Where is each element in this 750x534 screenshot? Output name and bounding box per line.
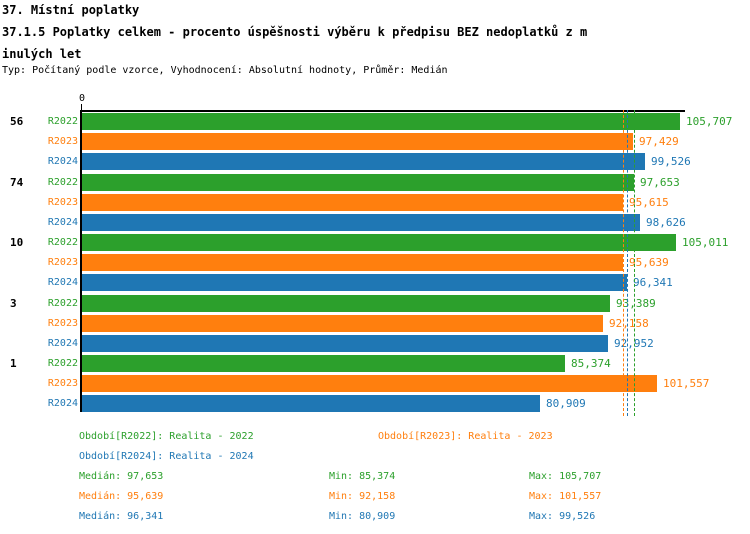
- bar-r2022: [82, 174, 634, 191]
- median-line-r2023: [623, 110, 624, 416]
- stat-median-r2022: Medián: 97,653: [79, 471, 164, 482]
- bar-value-label: 97,429: [639, 135, 679, 148]
- bar-r2024: [82, 274, 627, 291]
- chart-title-line2: inulých let: [2, 47, 82, 61]
- x-axis-zero-label: 0: [78, 93, 86, 104]
- stat-max-r2023: Max: 101,557: [529, 491, 602, 502]
- bar-year-label: R2023: [47, 378, 78, 389]
- bar-year-label: R2022: [47, 116, 78, 127]
- bar-value-label: 80,909: [546, 397, 586, 410]
- bar-value-label: 101,557: [663, 377, 710, 390]
- bar-year-label: R2022: [47, 177, 78, 188]
- bar-value-label: 85,374: [571, 357, 611, 370]
- chart-title-line1: 37.1.5 Poplatky celkem - procento úspěšn…: [2, 25, 588, 39]
- group-label: 10: [10, 236, 24, 249]
- median-line-r2024: [627, 110, 628, 416]
- bar-year-label: R2022: [47, 358, 78, 369]
- bar-r2023: [82, 375, 657, 392]
- group-label: 1: [10, 357, 17, 370]
- bar-r2022: [82, 295, 610, 312]
- plot-top-border: [80, 110, 685, 112]
- group-label: 74: [10, 176, 24, 189]
- bar-year-label: R2023: [47, 136, 78, 147]
- stat-max-r2024: Max: 99,526: [529, 511, 596, 522]
- stat-min-r2022: Min: 85,374: [329, 471, 396, 482]
- x-axis-tick: [81, 104, 82, 110]
- bar-r2022: [82, 234, 676, 251]
- stat-max-r2022: Max: 105,707: [529, 471, 602, 482]
- bar-value-label: 92,158: [609, 317, 649, 330]
- bar-r2022: [82, 355, 565, 372]
- stat-min-r2023: Min: 92,158: [329, 491, 396, 502]
- bar-value-label: 95,639: [629, 256, 669, 269]
- bar-r2024: [82, 153, 645, 170]
- page-title: 37. Místní poplatky: [2, 3, 140, 17]
- bar-r2024: [82, 395, 540, 412]
- stat-median-r2023: Medián: 95,639: [79, 491, 164, 502]
- bar-value-label: 105,707: [686, 115, 733, 128]
- bar-r2023: [82, 254, 623, 271]
- bar-year-label: R2022: [47, 298, 78, 309]
- bar-value-label: 105,011: [682, 236, 729, 249]
- bar-r2022: [82, 113, 680, 130]
- bar-r2024: [82, 214, 640, 231]
- bar-r2023: [82, 194, 623, 211]
- median-line-r2022: [634, 110, 635, 416]
- legend-period-r2023: Období[R2023]: Realita - 2023: [378, 431, 553, 442]
- legend-period-r2024: Období[R2024]: Realita - 2024: [79, 451, 254, 462]
- bar-year-label: R2024: [47, 217, 78, 228]
- bar-year-label: R2022: [47, 237, 78, 248]
- stat-median-r2024: Medián: 96,341: [79, 511, 164, 522]
- bar-r2023: [82, 133, 633, 150]
- stat-min-r2024: Min: 80,909: [329, 511, 396, 522]
- bar-value-label: 96,341: [633, 276, 673, 289]
- bar-year-label: R2023: [47, 257, 78, 268]
- bar-r2023: [82, 315, 603, 332]
- bar-value-label: 97,653: [640, 176, 680, 189]
- bar-value-label: 99,526: [651, 155, 691, 168]
- bar-year-label: R2023: [47, 318, 78, 329]
- legend-period-r2022: Období[R2022]: Realita - 2022: [79, 431, 254, 442]
- bar-value-label: 98,626: [646, 216, 686, 229]
- bar-year-label: R2024: [47, 277, 78, 288]
- group-label: 3: [10, 297, 17, 310]
- bar-value-label: 95,615: [629, 196, 669, 209]
- bar-year-label: R2024: [47, 156, 78, 167]
- bar-year-label: R2023: [47, 197, 78, 208]
- bar-year-label: R2024: [47, 398, 78, 409]
- group-label: 56: [10, 115, 24, 128]
- bar-value-label: 93,389: [616, 297, 656, 310]
- bar-r2024: [82, 335, 608, 352]
- y-axis-line: [80, 110, 82, 412]
- chart-meta-line: Typ: Počítaný podle vzorce, Vyhodnocení:…: [2, 65, 448, 76]
- bar-year-label: R2024: [47, 338, 78, 349]
